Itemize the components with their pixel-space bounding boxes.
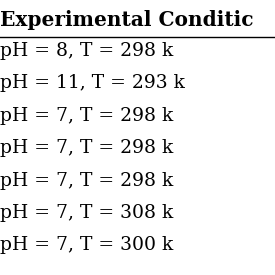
Text: Experimental Conditic: Experimental Conditic [0,10,254,30]
Text: pH = 7, T = 298 k: pH = 7, T = 298 k [0,139,173,157]
Text: pH = 8, T = 298 k: pH = 8, T = 298 k [0,42,173,60]
Text: pH = 7, T = 298 k: pH = 7, T = 298 k [0,172,173,189]
Text: pH = 11, T = 293 k: pH = 11, T = 293 k [0,74,185,92]
Text: pH = 7, T = 300 k: pH = 7, T = 300 k [0,236,173,254]
Text: pH = 7, T = 298 k: pH = 7, T = 298 k [0,107,173,125]
Text: pH = 7, T = 308 k: pH = 7, T = 308 k [0,204,173,222]
